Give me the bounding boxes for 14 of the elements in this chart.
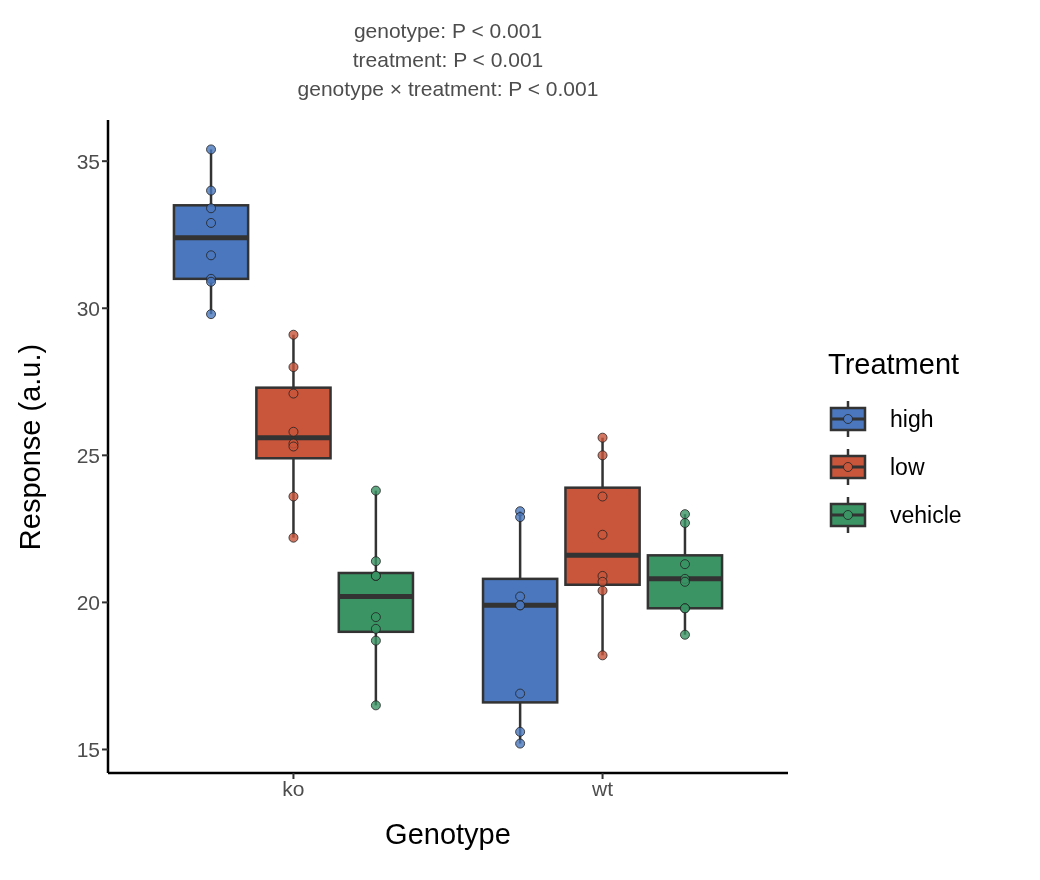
y-tick-label: 15 <box>76 737 100 761</box>
chart-title: genotype: P < 0.001 treatment: P < 0.001 genotype × treatment: P < 0.001 <box>296 18 600 102</box>
legend-label: vehicle <box>890 501 962 529</box>
y-tick-label: 35 <box>76 149 100 173</box>
x-tick-label: ko <box>282 776 305 800</box>
y-tick-label: 30 <box>76 296 100 320</box>
y-tick-label: 25 <box>76 443 100 467</box>
legend-label: low <box>890 453 925 481</box>
legend-label: high <box>890 405 934 433</box>
y-tick-label: 20 <box>76 590 100 614</box>
legend-title: Treatment <box>828 348 961 381</box>
x-tick-label: wt <box>591 776 614 800</box>
y-axis-title: Response (a.u.) <box>13 343 47 550</box>
x-axis-title: Genotype <box>384 818 512 851</box>
